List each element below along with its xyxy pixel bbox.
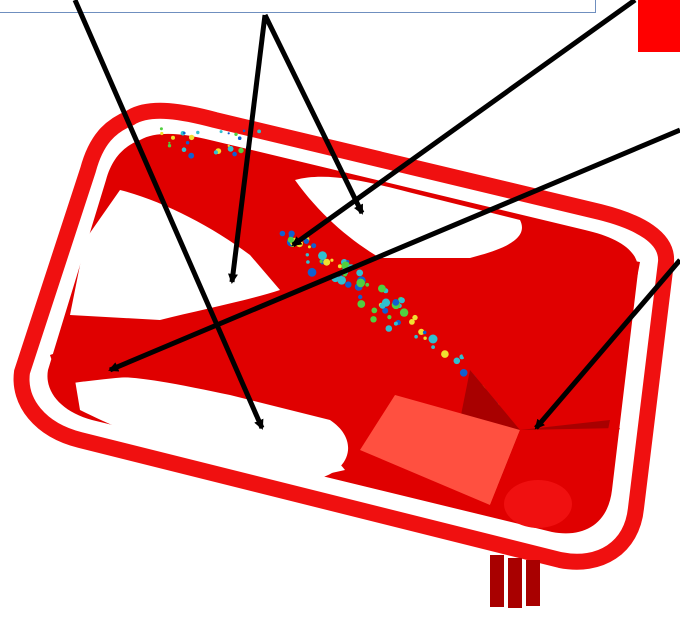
flow-front-speckle [311, 243, 317, 249]
flow-front-speckle [381, 298, 391, 307]
flow-front-speckle [232, 151, 237, 157]
melt-flow-band [230, 200, 530, 440]
flow-front-speckle [185, 141, 190, 145]
flow-front-speckle [227, 144, 230, 147]
flow-front-speckle [365, 282, 370, 287]
flow-front-speckle [319, 259, 323, 263]
flow-front-speckle [423, 336, 427, 340]
flow-front-speckle [227, 132, 230, 135]
flow-front-speckle [385, 325, 393, 332]
flow-front-speckle [393, 321, 398, 326]
flow-front-speckle [306, 260, 310, 264]
flow-front-speckle [370, 316, 377, 323]
flow-front-speckle [337, 264, 342, 269]
callout-arrow-1 [72, 0, 265, 430]
flow-front-speckle [459, 369, 468, 377]
flow-front-speckle [392, 299, 400, 306]
flow-front-speckle [188, 134, 195, 141]
flow-front-speckle [441, 350, 449, 358]
flow-front-speckle [303, 238, 309, 244]
callout-arrow-6 [534, 258, 680, 430]
flow-front-speckle [307, 267, 317, 277]
tray-rim-outer [13, 102, 674, 570]
flow-front-speckle [398, 297, 405, 304]
flow-front-speckle [318, 251, 327, 261]
flow-front-speckle [453, 357, 461, 365]
flow-front-speckle [213, 150, 218, 155]
flow-front-speckle [378, 284, 386, 293]
void-bottom-small [260, 439, 345, 480]
flow-front-speckle [183, 131, 186, 135]
flow-front-speckle [219, 130, 223, 134]
flow-front-speckle [307, 245, 311, 249]
callout-arrow-2 [228, 14, 268, 284]
flow-front-speckle [345, 281, 352, 288]
support-legs [490, 555, 540, 608]
flow-front-speckle [387, 315, 392, 320]
flow-front-speckle [167, 144, 172, 148]
flow-front-speckle [337, 276, 347, 285]
flow-front-speckle [418, 328, 425, 335]
flow-front-speckle [428, 334, 438, 344]
legend-color-swatch [638, 0, 680, 52]
flow-front-speckle [371, 307, 378, 314]
tray-rib [50, 332, 340, 385]
legend-frame [0, 0, 596, 13]
flow-front-speckle [431, 345, 435, 349]
flow-front-speckle [323, 258, 331, 266]
flow-front-speckle [382, 307, 389, 314]
flow-front-speckle [159, 127, 163, 131]
flow-front-speckle [188, 152, 195, 159]
flow-front-speckle [305, 253, 309, 257]
flow-front-speckle [227, 145, 234, 152]
flow-front-speckle [234, 132, 238, 136]
flow-front-speckle [399, 308, 409, 317]
flow-front-speckle [279, 230, 286, 237]
flow-front-speckle [288, 230, 295, 237]
callout-arrow-5 [108, 127, 680, 373]
callout-arrow-4 [291, 0, 637, 248]
flow-front-speckle [181, 147, 187, 152]
flow-front-speckle [422, 330, 427, 335]
flow-front-speckle [357, 300, 366, 308]
flow-front-speckle [237, 136, 242, 140]
boss-block-top [430, 240, 640, 430]
flow-front-speckle [242, 129, 246, 133]
callout-arrow-3 [262, 13, 365, 215]
flow-front-speckle [160, 131, 164, 136]
flow-front-speckle [414, 334, 418, 339]
flow-front-speckle [330, 258, 334, 262]
round-knob [504, 480, 572, 528]
flow-front-speckle [358, 294, 363, 300]
flow-front-speckle [171, 135, 175, 140]
flow-front-speckle [196, 130, 200, 135]
flow-front-speckle [168, 141, 171, 144]
lower-box-front [360, 395, 520, 505]
void-top-left [70, 190, 280, 320]
flow-front-speckle [409, 319, 415, 325]
flow-front-speckle [257, 129, 261, 134]
flow-front-speckle [356, 269, 364, 277]
flow-front-speckle [356, 278, 366, 288]
flow-front-speckle [412, 314, 418, 321]
flow-front-speckle [238, 147, 244, 154]
callout-arrows [72, 0, 680, 430]
